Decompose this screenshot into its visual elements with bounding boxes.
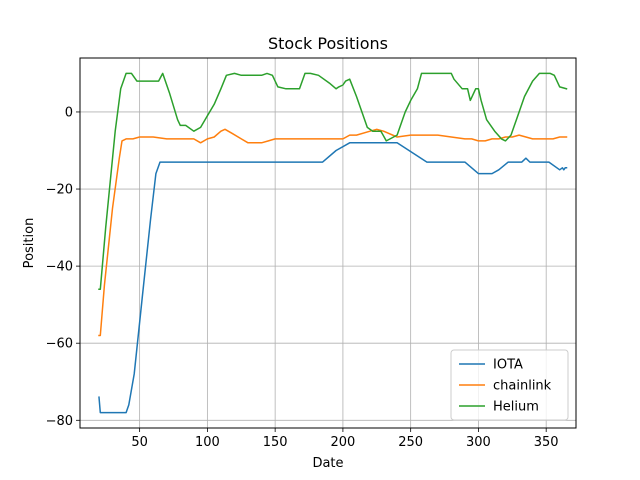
legend-label: Helium xyxy=(493,400,539,415)
x-tick-label: 100 xyxy=(195,435,220,450)
series-line-helium xyxy=(98,72,568,291)
legend-box xyxy=(450,349,569,421)
legend-label: chainlink xyxy=(493,379,552,394)
x-tick-label: 350 xyxy=(534,435,559,450)
y-tick-label: −20 xyxy=(46,183,73,198)
y-axis-label: Position xyxy=(22,218,37,269)
legend-label: IOTA xyxy=(493,358,523,373)
series-line-iota xyxy=(98,142,568,414)
y-tick-label: −40 xyxy=(46,260,73,275)
y-tick-label: 0 xyxy=(65,105,73,120)
series-lines xyxy=(98,72,568,414)
x-tick-label: 50 xyxy=(131,435,148,450)
plot-frame xyxy=(79,57,577,429)
y-tick-label: −80 xyxy=(46,414,73,429)
y-tick-label: −60 xyxy=(46,337,73,352)
x-axis-label: Date xyxy=(312,456,343,471)
x-tick-label: 200 xyxy=(330,435,355,450)
series-line-chainlink xyxy=(98,128,568,337)
x-tick-label: 150 xyxy=(263,435,288,450)
legend: IOTA chainlink Helium xyxy=(450,349,569,421)
ticks: 50 100 150 200 250 300 350 −80 −60 −40 −20 0 xyxy=(46,105,559,450)
chart-title: Stock Positions xyxy=(268,34,388,53)
x-tick-label: 300 xyxy=(466,435,491,450)
x-tick-label: 250 xyxy=(398,435,423,450)
